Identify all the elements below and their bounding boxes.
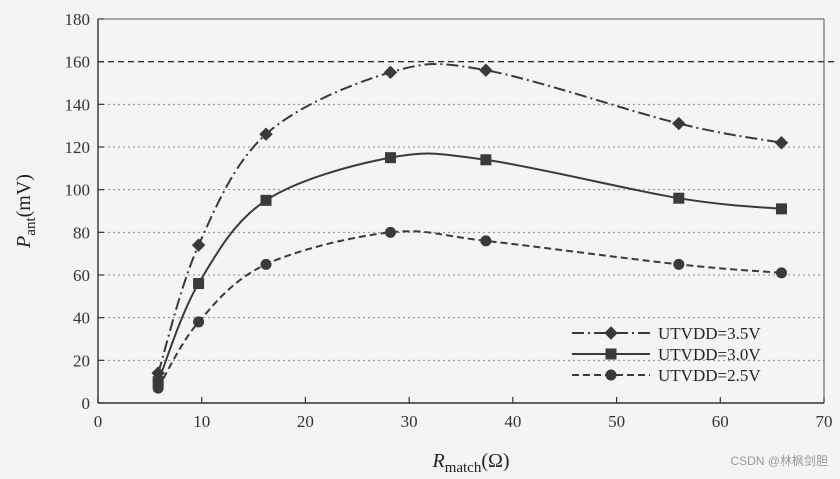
series-1 — [152, 152, 787, 388]
x-tick-label-0: 0 — [94, 412, 103, 431]
data-point-0-5 — [672, 116, 686, 131]
data-point-2-1 — [193, 316, 205, 328]
y-tick-label-120: 120 — [65, 138, 91, 157]
legend-label-2: UTVDD=2.5V — [658, 366, 761, 385]
series-line-2 — [157, 230, 782, 389]
y-tick-label-60: 60 — [73, 266, 90, 285]
legend-marker-1 — [605, 348, 617, 360]
y-tick-label-80: 80 — [73, 223, 90, 242]
data-point-1-6 — [775, 203, 787, 215]
legend-marker-0 — [604, 326, 618, 340]
x-axis-label-main: R — [431, 450, 444, 472]
data-point-1-1 — [193, 278, 205, 290]
y-tick-label-20: 20 — [73, 351, 90, 370]
watermark: CSDN @林枫剑胆 — [730, 454, 828, 468]
legend-label-1: UTVDD=3.0V — [658, 345, 761, 364]
series-group — [151, 63, 789, 394]
x-axis-label-sub: match — [445, 460, 482, 476]
y-axis-label-main: P — [13, 236, 35, 249]
data-point-2-5 — [673, 258, 685, 270]
series-0 — [151, 63, 789, 380]
data-point-2-2 — [260, 258, 272, 270]
x-tick-label-60: 60 — [712, 412, 729, 431]
legend-marker-2 — [605, 369, 617, 381]
x-tick-label-50: 50 — [608, 412, 625, 431]
series-2 — [152, 226, 787, 394]
data-point-0-3 — [383, 65, 398, 80]
data-point-2-3 — [384, 226, 396, 238]
x-axis-label-unit: (Ω) — [481, 450, 509, 472]
data-point-2-0 — [152, 382, 164, 394]
y-tick-label-100: 100 — [65, 181, 91, 200]
data-point-2-4 — [480, 235, 492, 247]
data-point-1-2 — [260, 194, 272, 206]
data-point-0-4 — [479, 63, 493, 77]
tick-labels: 0 20 40 60 80 100 120 140 160 180 0 10 20 30 40 50 60 70 — [65, 10, 833, 431]
data-point-1-4 — [480, 154, 492, 166]
grid-lines — [98, 103, 824, 361]
y-tick-label-160: 160 — [65, 53, 91, 72]
legend: UTVDD=3.5V UTVDD=3.0V UTVDD=2.5V — [572, 324, 761, 385]
y-axis-label: Pant(mV) — [13, 174, 39, 249]
legend-label-0: UTVDD=3.5V — [658, 324, 761, 343]
x-axis-label: Rmatch(Ω) — [431, 450, 509, 476]
x-tick-label-30: 30 — [401, 412, 418, 431]
data-point-0-1 — [191, 238, 206, 252]
data-point-1-5 — [673, 192, 685, 204]
y-tick-label-40: 40 — [73, 309, 90, 328]
data-point-1-3 — [384, 152, 396, 164]
x-tick-label-10: 10 — [193, 412, 210, 431]
x-tick-label-40: 40 — [504, 412, 521, 431]
axis-labels: Rmatch(Ω) Pant(mV) — [13, 174, 510, 476]
x-tick-label-20: 20 — [297, 412, 314, 431]
y-axis-label-unit: (mV) — [13, 174, 35, 217]
y-tick-label-180: 180 — [65, 10, 91, 29]
data-point-2-6 — [775, 267, 787, 279]
y-tick-label-140: 140 — [65, 95, 91, 114]
data-point-0-2 — [259, 127, 273, 141]
y-axis-label-sub: ant — [23, 217, 39, 236]
data-point-0-6 — [774, 136, 789, 150]
x-tick-label-70: 70 — [816, 412, 833, 431]
axes — [97, 18, 825, 404]
y-tick-label-0: 0 — [82, 394, 91, 413]
